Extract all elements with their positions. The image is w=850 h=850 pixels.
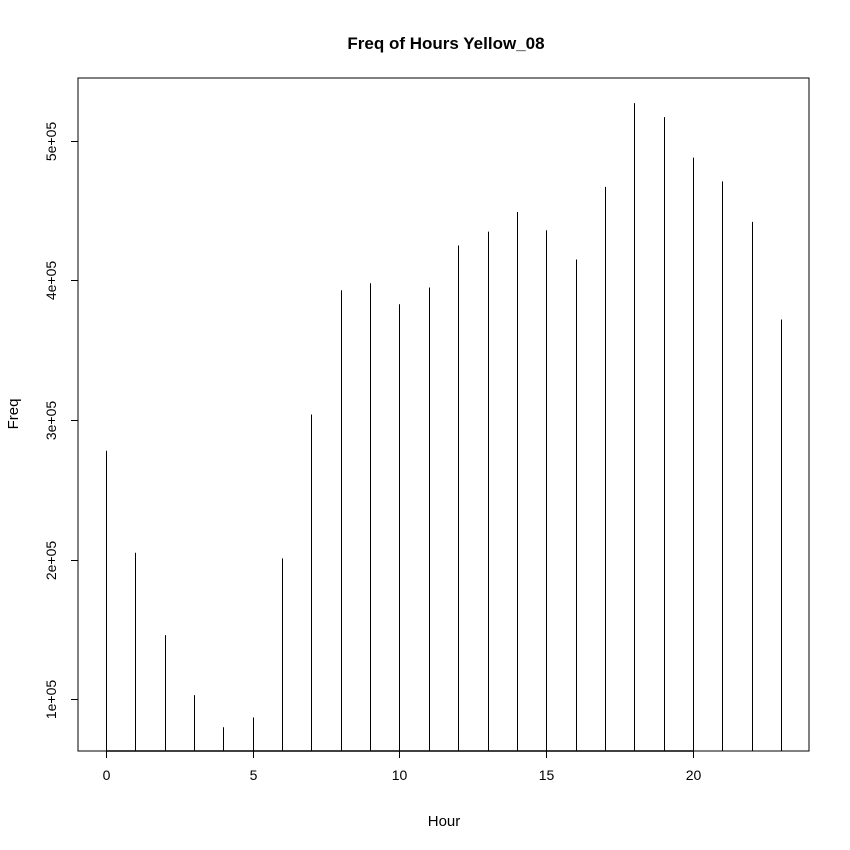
- y-tick-label: 1e+05: [43, 680, 59, 720]
- y-axis: 1e+05 2e+05 3e+05 4e+05 5e+05: [43, 122, 78, 720]
- y-tick-label: 2e+05: [43, 541, 59, 581]
- y-tick-label: 3e+05: [43, 401, 59, 441]
- chart-title: Freq of Hours Yellow_08: [347, 34, 544, 53]
- plot-frame: [77, 77, 810, 752]
- x-tick-label: 20: [686, 767, 702, 783]
- x-tick-label: 15: [539, 767, 555, 783]
- x-axis-label: Hour: [428, 813, 461, 830]
- x-tick-label: 0: [103, 767, 111, 783]
- spike-series: [105, 103, 782, 752]
- y-axis-label: Freq: [5, 399, 22, 430]
- x-axis: 0 5 10 15 20: [103, 751, 702, 783]
- y-tick-label: 5e+05: [43, 122, 59, 162]
- x-tick-label: 5: [250, 767, 258, 783]
- x-tick-label: 10: [392, 767, 408, 783]
- y-tick-label: 4e+05: [43, 261, 59, 301]
